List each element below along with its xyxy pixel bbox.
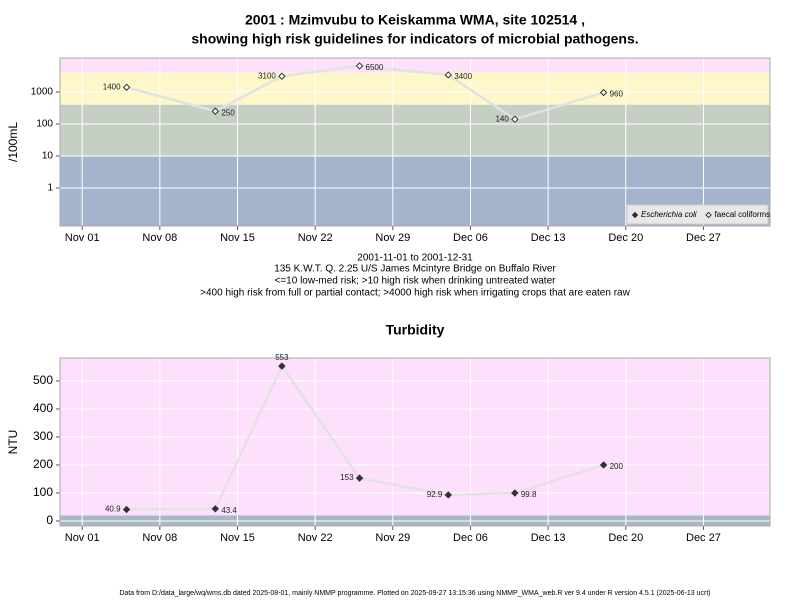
value-label: 1400: [103, 82, 121, 91]
value-label: 200: [610, 462, 624, 471]
data-point: [355, 62, 364, 70]
y-tick-label: 100: [36, 119, 53, 130]
value-label: 250: [221, 108, 235, 117]
x-tick-label: Dec 27: [686, 232, 721, 244]
value-label: 140: [495, 114, 509, 123]
x-tick-label: Nov 08: [142, 232, 177, 244]
data-point: [444, 71, 452, 79]
y-tick-label: 0: [46, 513, 53, 527]
y-axis-label: NTU: [6, 430, 20, 455]
data-point: [511, 115, 519, 123]
data-point: [599, 461, 608, 469]
value-label: 3400: [454, 72, 472, 81]
data-point: [511, 489, 519, 497]
value-label: 40.9: [105, 505, 121, 514]
x-tick-label: Dec 27: [686, 532, 721, 544]
risk-band: [60, 104, 770, 156]
y-tick-label: 200: [33, 457, 53, 471]
legend-label: Escherichia coli: [641, 210, 697, 219]
x-tick-label: Dec 20: [608, 232, 643, 244]
x-tick-label: Nov 08: [142, 532, 177, 544]
x-tick-label: Nov 01: [65, 232, 100, 244]
plot-frame: [59, 357, 771, 527]
data-point: [211, 505, 220, 513]
y-tick-label: 100: [33, 485, 53, 499]
data-point: [444, 491, 452, 499]
data-point: [278, 72, 286, 80]
value-label: 3100: [258, 71, 276, 80]
y-tick-label: 1000: [31, 87, 54, 98]
chart-title: showing high risk guidelines for indicat…: [191, 31, 638, 47]
y-tick-label: 300: [33, 429, 53, 443]
note: 2001-11-01 to 2001-12-31: [357, 253, 473, 264]
value-label: 960: [610, 90, 624, 99]
x-tick-label: Dec 20: [608, 532, 643, 544]
x-tick-label: Nov 29: [375, 232, 410, 244]
chart-title: 2001 : Mzimvubu to Keiskamma WMA, site 1…: [245, 12, 585, 28]
value-label: 43.4: [221, 506, 237, 515]
value-label: 6500: [366, 63, 384, 72]
value-label: 153: [340, 473, 354, 482]
y-tick-label: 500: [33, 373, 53, 387]
legend-marker: [631, 211, 639, 219]
data-point: [211, 107, 220, 115]
note: >400 high risk from full or partial cont…: [200, 288, 630, 299]
plot-frame: [59, 57, 771, 227]
x-tick-label: Nov 22: [298, 532, 333, 544]
x-tick-label: Nov 01: [65, 532, 100, 544]
chart-title: Turbidity: [386, 322, 445, 338]
footer: Data from D:/data_large/wq/wms.db dated …: [119, 590, 710, 597]
y-tick-label: 400: [33, 401, 53, 415]
value-label: 92.9: [427, 490, 443, 499]
legend-label: faecal coliforms: [715, 210, 771, 219]
value-label: 99.8: [521, 490, 537, 499]
x-tick-label: Dec 13: [531, 232, 566, 244]
y-axis-label: /100mL: [6, 122, 20, 162]
x-tick-label: Dec 13: [531, 532, 566, 544]
x-tick-label: Nov 22: [298, 232, 333, 244]
data-point: [278, 362, 286, 370]
note: 135 K.W.T. Q. 2.25 U/S James Mcintyre Br…: [274, 264, 556, 275]
x-tick-label: Dec 06: [453, 232, 488, 244]
x-tick-label: Dec 06: [453, 532, 488, 544]
y-tick-label: 10: [42, 151, 54, 162]
x-tick-label: Nov 15: [220, 232, 255, 244]
legend-box: [626, 204, 769, 225]
data-point: [599, 88, 608, 97]
data-point: [122, 505, 131, 514]
y-tick-label: 1: [47, 183, 53, 194]
data-point: [355, 474, 364, 482]
note: <=10 low-med risk; >10 high risk when dr…: [275, 276, 557, 287]
legend-marker: [705, 211, 712, 219]
risk-band: [60, 72, 770, 105]
x-tick-label: Nov 15: [220, 532, 255, 544]
value-label: 553: [275, 353, 289, 362]
x-tick-label: Nov 29: [375, 532, 410, 544]
data-point: [122, 83, 131, 91]
